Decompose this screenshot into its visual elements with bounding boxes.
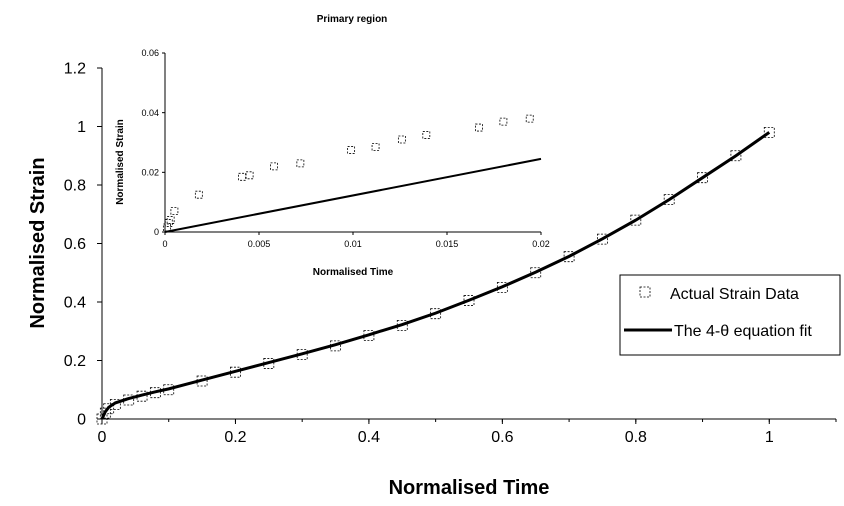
data-point bbox=[371, 143, 380, 151]
data-point bbox=[109, 398, 121, 410]
data-point bbox=[347, 146, 356, 154]
x-tick-label: 1 bbox=[765, 429, 774, 446]
data-point bbox=[194, 190, 203, 199]
fit-line bbox=[100, 131, 771, 420]
data-point bbox=[296, 159, 305, 168]
y-tick-label: 0.2 bbox=[64, 353, 86, 370]
y-tick-label: 0.06 bbox=[141, 48, 159, 58]
data-point bbox=[166, 216, 175, 224]
y-tick-label: 0.04 bbox=[141, 108, 159, 118]
legend-label-fit: The 4-θ equation fit bbox=[674, 323, 812, 340]
data-point bbox=[463, 295, 475, 306]
data-point bbox=[164, 219, 173, 227]
y-tick-label: 1.2 bbox=[64, 61, 86, 78]
legend-label-data: Actual Strain Data bbox=[670, 286, 799, 303]
data-point bbox=[245, 171, 254, 180]
data-point bbox=[563, 251, 575, 263]
y-tick-label: 0 bbox=[154, 227, 159, 237]
x-tick-label: 0 bbox=[98, 429, 107, 446]
fit-line bbox=[164, 157, 542, 233]
y-tick-label: 0.02 bbox=[141, 167, 159, 177]
y-tick-label: 1 bbox=[77, 119, 86, 136]
x-tick-label: 0.01 bbox=[344, 239, 362, 249]
chart-title: Primary region bbox=[317, 14, 388, 25]
x-tick-label: 0.02 bbox=[532, 239, 550, 249]
x-tick-label: 0.6 bbox=[491, 429, 513, 446]
data-point bbox=[422, 131, 431, 139]
data-point bbox=[162, 223, 171, 232]
data-point bbox=[597, 233, 608, 245]
data-point bbox=[270, 162, 278, 171]
x-tick-label: 0.2 bbox=[224, 429, 246, 446]
y-tick-label: 0.4 bbox=[64, 295, 86, 312]
data-point bbox=[499, 117, 508, 126]
x-tick-label: 0.015 bbox=[436, 239, 459, 249]
data-point bbox=[663, 194, 675, 206]
data-point bbox=[170, 207, 179, 216]
y-tick-label: 0.8 bbox=[64, 178, 86, 195]
x-axis-label: Normalised Time bbox=[389, 477, 550, 499]
data-point bbox=[103, 403, 115, 415]
inset-plot: 0 0.005 0.01 0.015 0.02 0 0.02 0.04 0.06 Normalis… bbox=[115, 14, 550, 278]
data-point bbox=[630, 214, 642, 226]
data-point bbox=[96, 413, 108, 425]
legend: Actual Strain Data The 4-θ equation fit bbox=[619, 274, 841, 356]
y-axis-label: Normalised Strain bbox=[115, 119, 126, 205]
data-point bbox=[475, 123, 483, 132]
y-tick-label: 0 bbox=[77, 412, 86, 429]
main-plot: 0 0.2 0.4 0.6 0.8 1 0 0.2 0.4 0.6 0.8 1 1.2 Normalise… bbox=[27, 61, 837, 499]
legend-marker-data bbox=[639, 286, 651, 298]
data-point bbox=[238, 172, 246, 181]
x-axis-label: Normalised Time bbox=[313, 267, 394, 278]
data-point bbox=[397, 135, 406, 144]
y-tick-label: 0.6 bbox=[64, 236, 86, 253]
data-point bbox=[99, 407, 111, 419]
y-axis-label: Normalised Strain bbox=[27, 157, 49, 328]
data-point bbox=[730, 150, 742, 162]
data-point bbox=[697, 172, 708, 184]
x-tick-label: 0.4 bbox=[358, 429, 380, 446]
x-tick-label: 0.8 bbox=[625, 429, 647, 446]
data-point bbox=[763, 126, 775, 138]
data-point bbox=[525, 114, 534, 123]
x-tick-label: 0.005 bbox=[248, 239, 271, 249]
x-tick-label: 0 bbox=[162, 239, 167, 249]
legend-box bbox=[619, 274, 841, 356]
